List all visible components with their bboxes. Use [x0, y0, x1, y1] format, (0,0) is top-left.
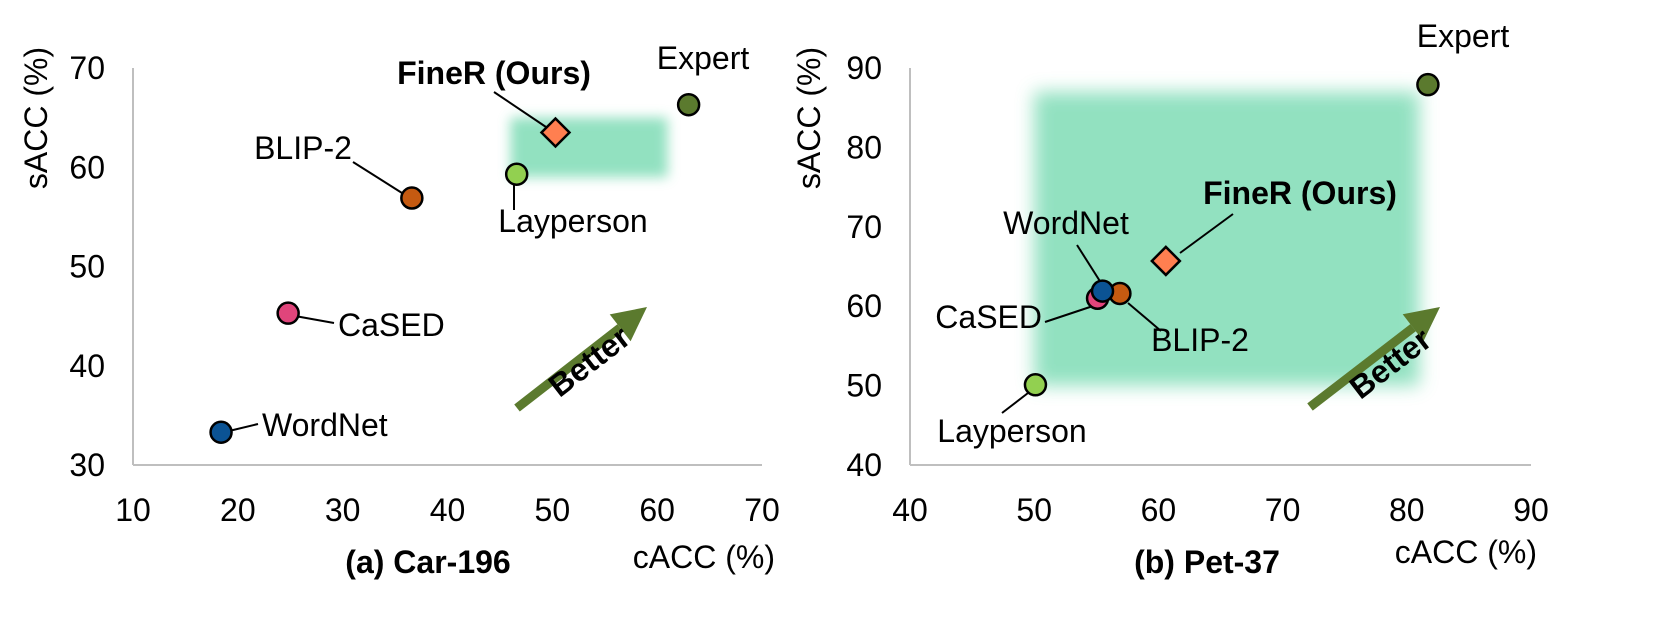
x-axis-label: cACC (%) — [1395, 534, 1537, 570]
point-label-layperson: Layperson — [937, 413, 1086, 449]
better-arrow-head — [1402, 307, 1440, 342]
better-arrow-shaft — [514, 324, 623, 412]
point-cased — [276, 301, 300, 325]
point-layperson — [504, 162, 529, 186]
point-blip-2 — [400, 186, 424, 210]
y-axis-label: sACC (%) — [18, 47, 54, 189]
y-tick-label: 90 — [846, 50, 882, 86]
point-wordnet — [209, 420, 233, 444]
x-tick-label: 40 — [430, 492, 466, 528]
panel-caption: (b) Pet-37 — [1134, 544, 1280, 580]
y-axis-label: sACC (%) — [791, 47, 827, 189]
x-tick-label: 30 — [325, 492, 361, 528]
label-leader-line — [493, 91, 547, 128]
y-tick-label: 50 — [846, 368, 882, 404]
y-tick-label: 50 — [69, 249, 105, 285]
point-label-finer-ours: FineR (Ours) — [397, 55, 591, 91]
x-tick-label: 60 — [1141, 492, 1177, 528]
chart-panel-a: 10 20 30 40 50 60 70 30 40 50 60 70 sACC (%) cACC (%)… — [18, 40, 780, 580]
point-wordnet — [1090, 279, 1115, 303]
x-tick-label: 80 — [1389, 492, 1425, 528]
point-layperson — [1023, 373, 1048, 397]
x-tick-label: 50 — [535, 492, 571, 528]
point-finer-ours — [539, 116, 572, 149]
point-label-expert: Expert — [657, 40, 750, 76]
point-label-wordnet: WordNet — [1003, 205, 1129, 241]
label-leader-line — [1179, 213, 1234, 254]
y-tick-label: 80 — [846, 129, 882, 165]
x-tick-label: 40 — [892, 492, 928, 528]
x-tick-label: 70 — [744, 492, 780, 528]
x-tick-label: 90 — [1513, 492, 1549, 528]
label-leader-line — [1001, 392, 1029, 414]
point-label-cased: CaSED — [338, 307, 445, 343]
y-tick-label: 30 — [69, 447, 105, 483]
label-leader-line — [1076, 244, 1104, 287]
x-axis-label: cACC (%) — [633, 539, 775, 575]
highlight-region — [510, 117, 668, 178]
y-tick-label: 40 — [69, 348, 105, 384]
better-arrow-shaft — [1307, 324, 1416, 411]
point-label-cased: CaSED — [935, 299, 1042, 335]
chart-panel-b: 40 50 60 70 80 90 40 50 60 70 80 90 sACC (%) cACC (%)… — [791, 18, 1549, 580]
x-tick-label: 10 — [115, 492, 151, 528]
x-tick-label: 60 — [639, 492, 675, 528]
label-leader-line — [294, 315, 335, 324]
point-label-wordnet: WordNet — [262, 407, 388, 443]
point-label-finer-ours: FineR (Ours) — [1203, 175, 1397, 211]
label-leader-line — [228, 423, 259, 432]
y-tick-label: 40 — [846, 447, 882, 483]
y-tick-label: 60 — [846, 288, 882, 324]
y-tick-label: 70 — [846, 209, 882, 245]
point-label-expert: Expert — [1417, 18, 1510, 54]
better-label: Better — [542, 319, 637, 404]
highlight-region — [1034, 91, 1420, 386]
point-expert — [676, 92, 701, 117]
point-expert — [1416, 72, 1440, 97]
y-tick-label: 70 — [69, 50, 105, 86]
point-label-blip-2: BLIP-2 — [254, 130, 352, 166]
x-tick-label: 70 — [1265, 492, 1301, 528]
point-label-blip-2: BLIP-2 — [1151, 322, 1249, 358]
label-leader-line — [1127, 302, 1162, 332]
point-finer-ours — [1150, 245, 1182, 277]
panel-caption: (a) Car-196 — [345, 544, 510, 580]
better-arrow-head — [609, 307, 647, 342]
label-leader-line — [1044, 304, 1097, 323]
point-label-layperson: Layperson — [498, 203, 647, 239]
label-leader-line — [352, 161, 403, 194]
x-tick-label: 20 — [220, 492, 256, 528]
y-tick-label: 60 — [69, 149, 105, 185]
x-tick-label: 50 — [1016, 492, 1052, 528]
